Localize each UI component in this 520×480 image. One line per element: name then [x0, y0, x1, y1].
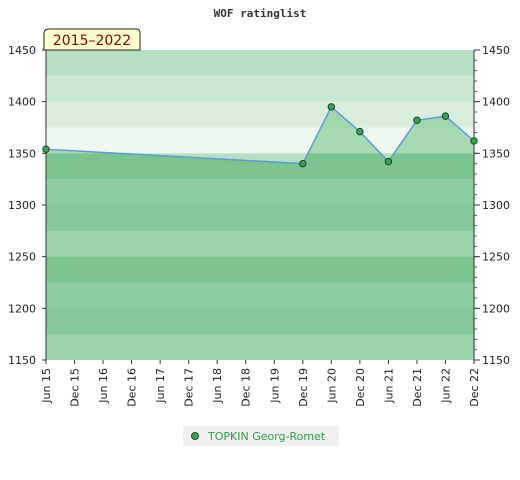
y-tick-label-right: 1300 — [482, 199, 510, 212]
area-stripe — [46, 179, 474, 205]
data-point — [327, 103, 336, 111]
axes: 1150 1150 1200 1200 1250 1250 1300 1300 1350 1350… — [8, 44, 510, 407]
x-tick-label: Jun 22 — [439, 368, 452, 404]
x-tick-label: Jun 19 — [268, 368, 281, 404]
y-tick-label-right: 1200 — [482, 302, 510, 315]
area-stripe — [46, 205, 474, 231]
series-points — [42, 103, 478, 168]
y-tick-label-right: 1150 — [482, 354, 510, 367]
area-stripe — [46, 282, 474, 309]
legend[interactable]: TOPKIN Georg-Romet — [183, 426, 339, 446]
y-tick-label-right: 1350 — [482, 147, 510, 160]
x-tick-label: Jun 17 — [154, 368, 167, 404]
data-point — [299, 159, 307, 168]
x-tick-label: Jun 20 — [325, 368, 338, 404]
period-badge: 2015–2022 — [43, 28, 141, 51]
x-tick-label: Dec 16 — [126, 368, 139, 407]
chart-title: WOF ratinglist — [214, 7, 307, 20]
area-stripes — [46, 153, 474, 360]
area-stripe — [46, 308, 474, 335]
x-tick-label: Jun 21 — [382, 368, 395, 404]
x-tick-label: Jun 18 — [211, 368, 224, 404]
data-point — [413, 116, 421, 124]
y-tick-label-left: 1400 — [8, 96, 36, 109]
area-stripe — [46, 256, 474, 283]
area-stripe — [46, 334, 474, 360]
x-tick-label: Jun 15 — [40, 368, 53, 404]
area-stripe — [46, 230, 474, 257]
x-tick-label: Dec 22 — [468, 368, 481, 407]
y-tick-label-left: 1350 — [8, 147, 36, 160]
y-tick-label-left: 1250 — [8, 251, 36, 264]
y-tick-label-left: 1150 — [8, 354, 36, 367]
x-tick-label: Dec 15 — [69, 368, 82, 407]
y-tick-label-right: 1400 — [482, 96, 510, 109]
y-tick-label-right: 1250 — [482, 251, 510, 264]
data-point — [470, 137, 478, 145]
x-tick-label: Dec 19 — [297, 368, 310, 407]
y-tick-label-right: 1450 — [482, 44, 510, 57]
data-point — [384, 157, 393, 166]
background-band — [46, 50, 474, 76]
data-point — [356, 127, 364, 136]
x-tick-label: Dec 17 — [183, 368, 196, 407]
y-tick-label-left: 1200 — [8, 302, 36, 315]
x-tick-label: Jun 16 — [97, 368, 110, 404]
data-point — [42, 145, 50, 153]
data-point — [441, 112, 450, 120]
legend-series-name: TOPKIN Georg-Romet — [207, 430, 326, 443]
y-tick-label-left: 1300 — [8, 199, 36, 212]
x-tick-label: Dec 21 — [411, 368, 424, 407]
period-label: 2015–2022 — [53, 33, 131, 49]
legend-marker — [191, 432, 199, 440]
series-line — [45, 105, 475, 165]
y-tick-label-left: 1450 — [8, 44, 36, 57]
background-band — [46, 101, 474, 128]
background-band — [46, 75, 474, 102]
series-area-fill — [46, 106, 474, 360]
x-tick-label: Dec 18 — [240, 368, 253, 407]
x-tick-label: Dec 20 — [354, 368, 367, 407]
